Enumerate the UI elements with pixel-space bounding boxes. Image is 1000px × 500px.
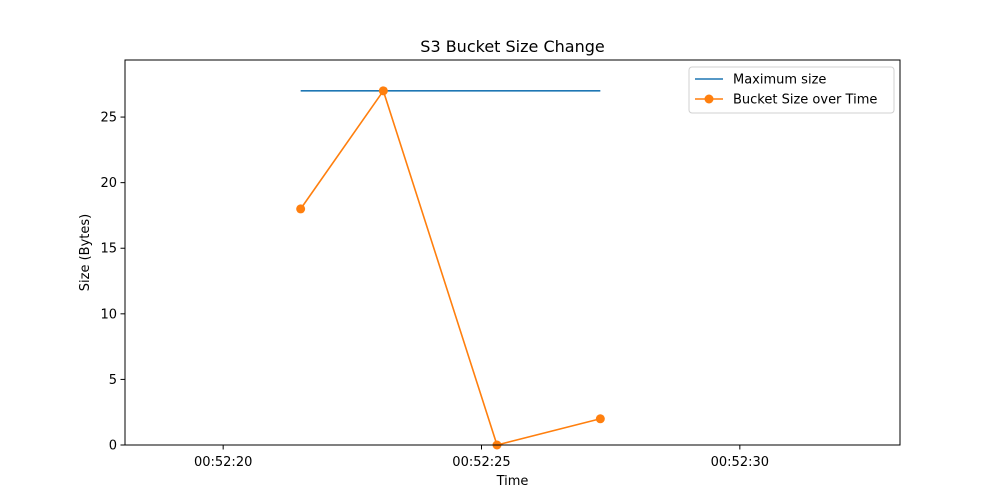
plot-area: 00:52:20 00:52:25 00:52:30 0 5 10 15 20 25 xyxy=(100,59,901,470)
legend-marker-1 xyxy=(704,94,714,104)
legend-label-1: Bucket Size over Time xyxy=(733,93,877,108)
y-tick-label-1: 5 xyxy=(109,373,117,388)
legend-label-0: Maximum size xyxy=(733,73,826,88)
data-point-1-0 xyxy=(296,204,306,214)
y-axis-label: Size (Bytes) xyxy=(78,214,93,291)
y-tick-label-4: 20 xyxy=(100,176,117,191)
legend-box xyxy=(688,66,895,114)
plot-frame xyxy=(124,59,901,446)
data-point-1-3 xyxy=(595,414,605,424)
x-tick-label-2: 00:52:30 xyxy=(711,455,769,470)
chart-title: S3 Bucket Size Change xyxy=(420,37,604,56)
y-tick-label-5: 25 xyxy=(100,111,117,126)
x-tick-label-0: 00:52:20 xyxy=(194,455,252,470)
y-tick-label-3: 15 xyxy=(100,242,117,257)
x-axis-label: Time xyxy=(496,474,529,489)
y-tick-label-0: 0 xyxy=(109,439,117,454)
legend: Maximum size Bucket Size over Time xyxy=(688,66,895,114)
y-tick-label-2: 10 xyxy=(100,307,117,322)
data-point-1-1 xyxy=(378,86,388,96)
series-line-1 xyxy=(300,89,601,446)
x-tick-label-1: 00:52:25 xyxy=(452,455,510,470)
